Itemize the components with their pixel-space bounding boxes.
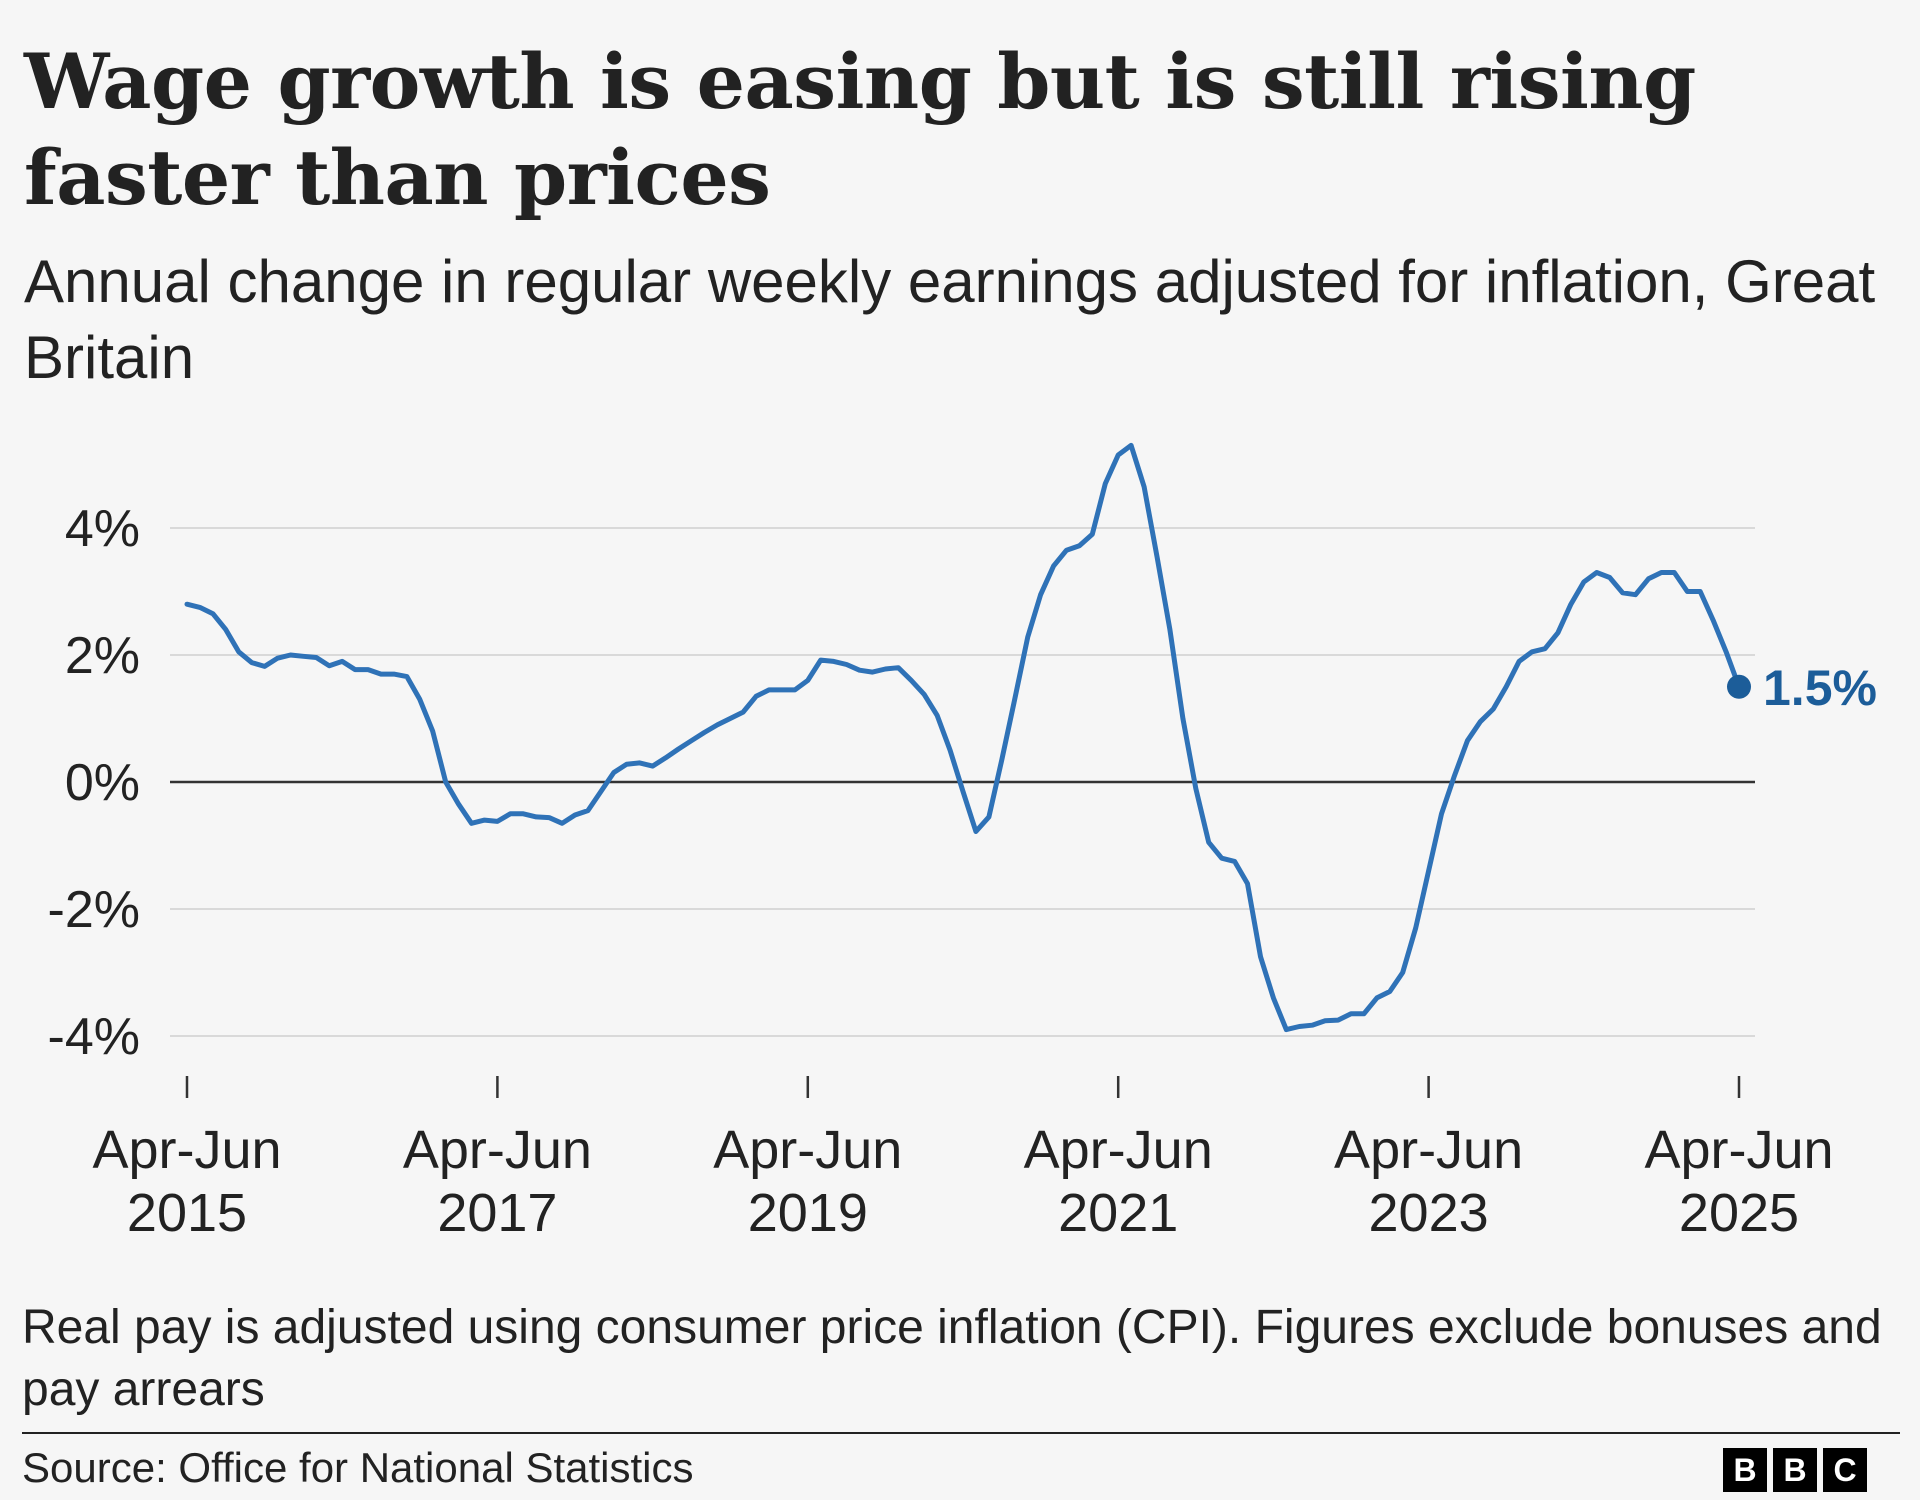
- y-tick-label: -4%: [48, 1008, 140, 1066]
- y-tick-label: 4%: [65, 500, 140, 558]
- series-layer: 1.5%: [184, 442, 1877, 1033]
- x-tick-label: Apr-Jun: [403, 1120, 592, 1180]
- bbc-logo: B B C: [1723, 1448, 1867, 1492]
- chart-subtitle: Annual change in regular weekly earnings…: [24, 248, 1876, 391]
- x-tick-label: 2021: [1058, 1183, 1178, 1243]
- y-tick-label: 0%: [65, 754, 140, 812]
- x-tick-label: Apr-Jun: [1644, 1120, 1833, 1180]
- end-point-marker: [1727, 674, 1751, 699]
- bbc-logo-block: B: [1723, 1448, 1767, 1492]
- x-tick-label: Apr-Jun: [713, 1120, 902, 1180]
- source-credit: Source: Office for National Statistics: [22, 1444, 694, 1491]
- x-tick-label: 2017: [437, 1183, 557, 1243]
- y-tick-label: -2%: [48, 881, 140, 939]
- x-tick-label: Apr-Jun: [1024, 1120, 1213, 1180]
- y-tick-label: 2%: [65, 627, 140, 685]
- x-tick-label: Apr-Jun: [1334, 1120, 1523, 1180]
- x-tick-label: Apr-Jun: [92, 1120, 281, 1180]
- chart-footnote: Real pay is adjusted using consumer pric…: [22, 1301, 1882, 1416]
- bbc-logo-block: B: [1773, 1448, 1817, 1492]
- bbc-logo-block: C: [1823, 1448, 1867, 1492]
- line-chart: 4%2%0%-2%-4% Apr-Jun2015Apr-Jun2017Apr-J…: [48, 442, 1877, 1243]
- x-axis-ticks: Apr-Jun2015Apr-Jun2017Apr-Jun2019Apr-Jun…: [92, 1076, 1834, 1243]
- x-tick-label: 2023: [1369, 1183, 1489, 1243]
- x-tick-label: 2019: [748, 1183, 868, 1243]
- x-tick-label: 2015: [127, 1183, 247, 1243]
- end-value-label: 1.5%: [1763, 660, 1877, 716]
- chart-title: Wage growth is easing but is still risin…: [24, 37, 1696, 222]
- footer-divider: [22, 1432, 1900, 1434]
- series-line: [184, 442, 1742, 1033]
- x-tick-label: 2025: [1679, 1183, 1799, 1243]
- y-axis-ticks: 4% 2% 0% -2% -4%: [48, 500, 140, 1066]
